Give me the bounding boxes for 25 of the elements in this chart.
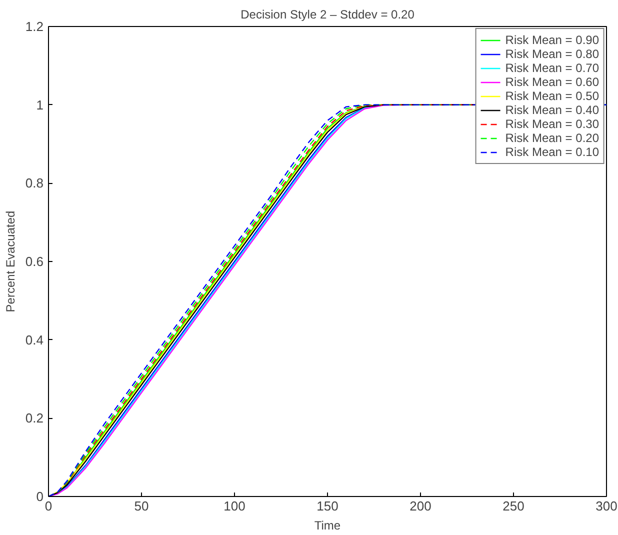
x-tick-label: 200 [410, 498, 432, 514]
x-tick-label: 300 [596, 498, 618, 514]
legend-label: Risk Mean = 0.70 [505, 61, 599, 75]
legend-label: Risk Mean = 0.90 [505, 33, 599, 47]
x-axis-title: Time [314, 518, 341, 532]
legend-label: Risk Mean = 0.20 [505, 131, 599, 145]
x-tick-label: 150 [316, 498, 338, 514]
legend-label: Risk Mean = 0.30 [505, 117, 599, 131]
chart-title: Decision Style 2 – Stddev = 0.20 [240, 8, 415, 22]
y-tick-label: 0.6 [25, 254, 44, 269]
legend-label: Risk Mean = 0.80 [505, 47, 599, 61]
legend-label: Risk Mean = 0.50 [505, 89, 599, 103]
x-tick-label: 250 [502, 498, 524, 514]
y-tick-label: 1.2 [25, 19, 44, 34]
y-tick-label: 0.8 [25, 176, 44, 191]
legend-label: Risk Mean = 0.40 [505, 103, 599, 117]
legend-label: Risk Mean = 0.60 [505, 75, 599, 89]
y-tick-label: 1 [36, 97, 44, 112]
legend-label: Risk Mean = 0.10 [505, 145, 599, 159]
y-tick-label: 0.2 [25, 410, 44, 426]
x-tick-label: 100 [224, 498, 246, 514]
y-tick-label: 0.4 [25, 332, 44, 348]
y-tick-label: 0 [36, 489, 44, 504]
y-axis-title: Percent Evacuated [3, 210, 18, 312]
x-tick-label: 50 [134, 498, 149, 514]
